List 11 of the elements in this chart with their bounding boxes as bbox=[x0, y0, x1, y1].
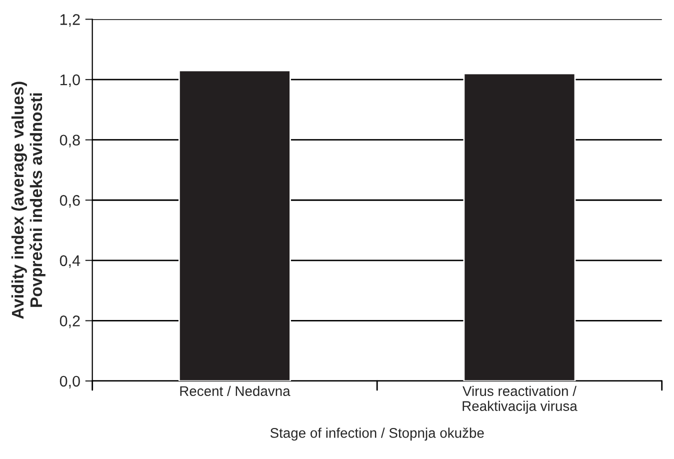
x-tick-label: Virus reactivation / Reaktivacija virusa bbox=[462, 386, 578, 414]
y-tick-label: 0,0 bbox=[60, 376, 80, 388]
y-tick-label: 1,2 bbox=[60, 14, 80, 27]
y-tick-label: 0,2 bbox=[60, 316, 80, 328]
x-axis-title: Stage of infection / Stopnja okužbe bbox=[270, 428, 484, 441]
y-tick-label: 0,6 bbox=[60, 194, 80, 208]
y-tick-label: 1,0 bbox=[60, 74, 80, 88]
y-tick-label: 0,4 bbox=[60, 255, 80, 268]
y-tick-label: 0,8 bbox=[60, 134, 80, 148]
y-axis-title: Avidity index (average values) Povprečni indeks avidnosti bbox=[11, 82, 46, 319]
x-tick-label: Recent / Nedavna bbox=[180, 386, 290, 396]
